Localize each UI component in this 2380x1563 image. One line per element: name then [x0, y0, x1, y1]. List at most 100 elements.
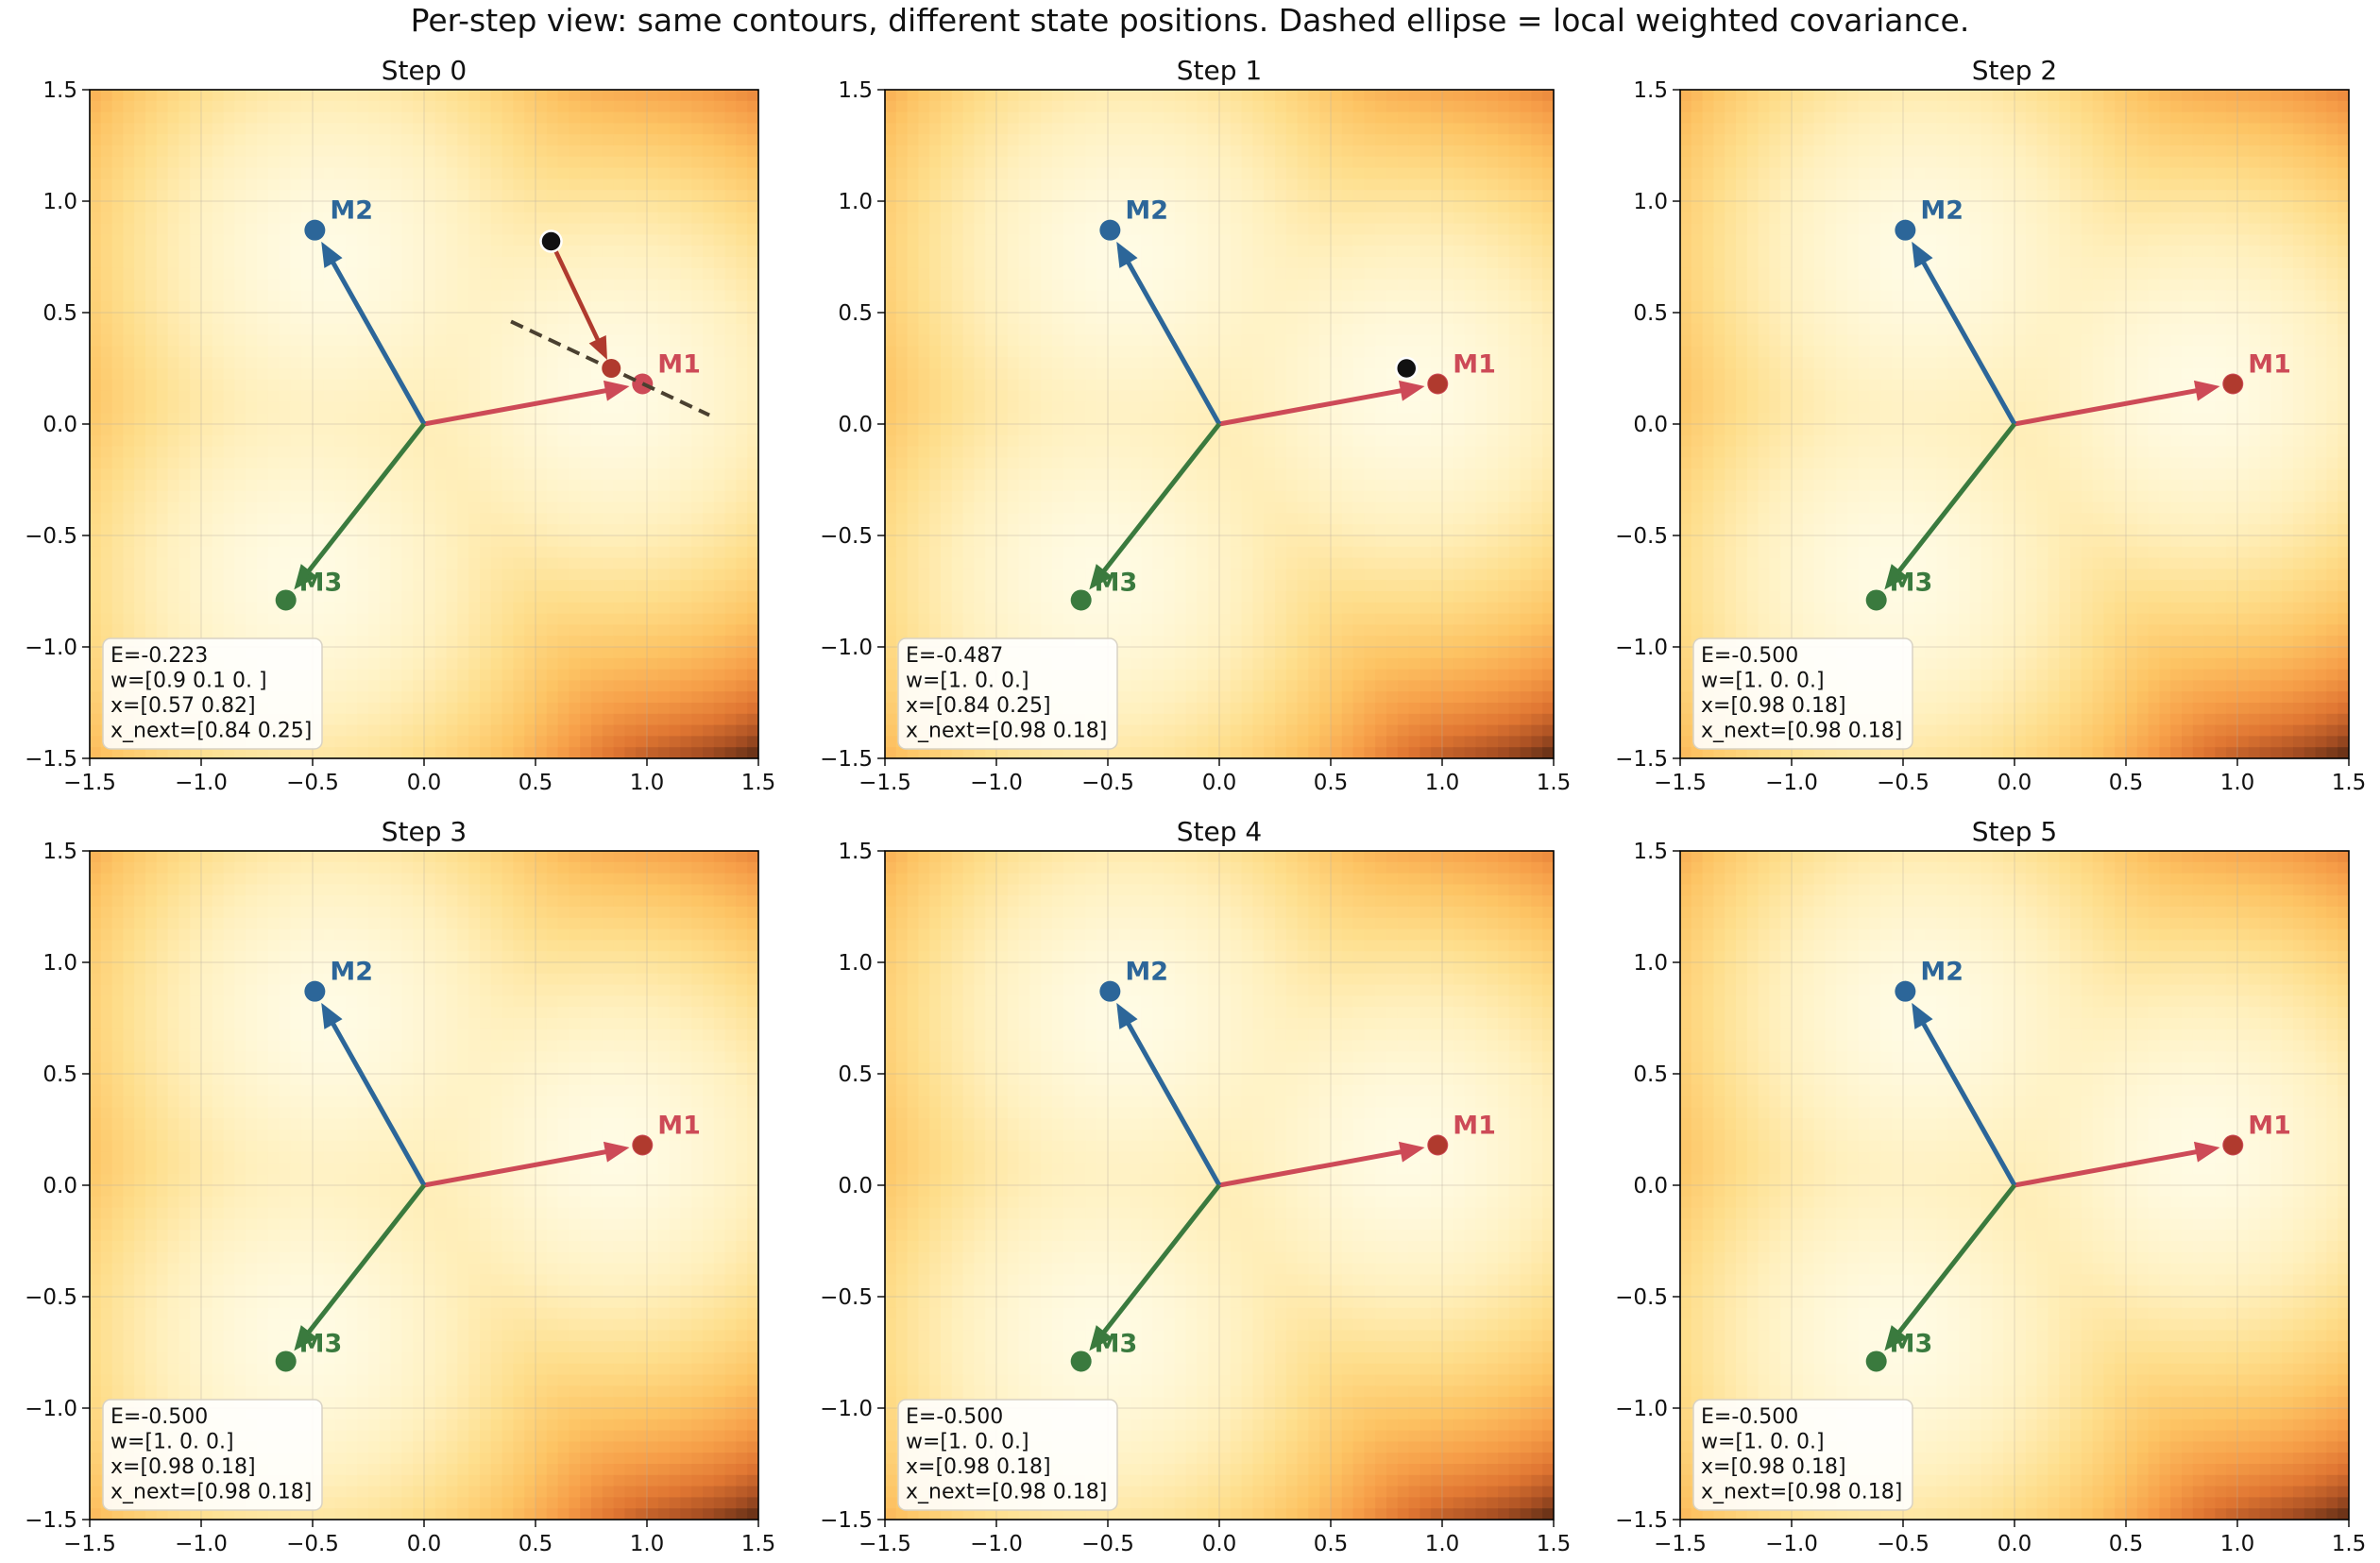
- contour-cell: [290, 524, 302, 536]
- contour-cell: [1275, 246, 1287, 258]
- contour-cell: [613, 636, 625, 648]
- contour-cell: [669, 334, 681, 347]
- contour-cell: [267, 413, 280, 425]
- contour-cell: [1096, 246, 1109, 258]
- contour-cell: [279, 178, 291, 191]
- contour-cell: [90, 557, 102, 569]
- contour-cell: [1118, 234, 1131, 246]
- contour-cell: [536, 257, 548, 269]
- contour-cell: [1397, 134, 1410, 146]
- contour-cell: [713, 501, 726, 514]
- contour-cell: [1275, 279, 1287, 291]
- contour-cell: [123, 390, 135, 402]
- contour-cell: [413, 580, 425, 592]
- contour-cell: [1442, 212, 1454, 225]
- contour-cell: [468, 657, 481, 671]
- contour-cell: [647, 413, 659, 425]
- contour-cell: [747, 390, 758, 402]
- contour-cell: [490, 546, 503, 559]
- contour-cell: [1542, 257, 1554, 269]
- contour-cell: [557, 246, 570, 258]
- contour-cell: [167, 323, 179, 336]
- contour-cell: [1475, 223, 1488, 235]
- contour-cell: [1352, 190, 1365, 202]
- contour-cell: [1241, 145, 1253, 158]
- contour-cell: [111, 100, 124, 113]
- contour-cell: [413, 90, 425, 102]
- contour-cell: [1341, 267, 1354, 280]
- contour-cell: [379, 413, 392, 425]
- contour-cell: [1164, 145, 1176, 158]
- contour-cell: [267, 145, 280, 158]
- contour-cell: [1230, 145, 1243, 158]
- contour-cell: [1341, 90, 1354, 102]
- contour-cell: [941, 223, 953, 235]
- contour-cell: [1442, 246, 1454, 258]
- contour-cell: [1018, 100, 1030, 113]
- contour-cell: [301, 434, 314, 448]
- contour-cell: [368, 691, 381, 704]
- contour-cell: [1141, 178, 1153, 191]
- contour-cell: [557, 602, 570, 615]
- contour-cell: [313, 747, 325, 758]
- contour-cell: [691, 724, 704, 737]
- contour-cell: [929, 313, 942, 325]
- contour-cell: [434, 223, 448, 235]
- contour-cell: [1308, 90, 1320, 102]
- contour-cell: [90, 703, 102, 715]
- contour-cell: [591, 234, 604, 246]
- contour-cell: [669, 691, 681, 704]
- contour-cell: [691, 636, 704, 648]
- contour-cell: [1453, 178, 1466, 191]
- contour-cell: [996, 90, 1009, 102]
- contour-cell: [223, 624, 235, 637]
- contour-cell: [1520, 134, 1532, 146]
- contour-cell: [1018, 90, 1030, 102]
- contour-cell: [747, 501, 758, 514]
- contour-cell: [747, 334, 758, 347]
- contour-cell: [513, 246, 525, 258]
- contour-cell: [680, 167, 692, 179]
- contour-cell: [457, 390, 469, 402]
- contour-cell: [647, 424, 659, 436]
- contour-cell: [1141, 212, 1153, 225]
- contour-cell: [334, 334, 347, 347]
- contour-cell: [747, 123, 758, 135]
- contour-cell: [413, 591, 425, 603]
- contour-cell: [334, 580, 347, 592]
- contour-cell: [1487, 111, 1499, 124]
- contour-cell: [234, 446, 246, 458]
- contour-cell: [951, 246, 964, 258]
- contour-cell: [1386, 279, 1399, 291]
- contour-cell: [167, 747, 179, 758]
- contour-cell: [1185, 234, 1198, 246]
- contour-cell: [290, 613, 302, 625]
- contour-cell: [636, 246, 648, 258]
- contour-cell: [513, 680, 525, 692]
- contour-cell: [1130, 301, 1142, 314]
- contour-cell: [290, 279, 302, 291]
- contour-cell: [190, 580, 202, 592]
- contour-cell: [546, 624, 559, 637]
- contour-cell: [145, 234, 158, 246]
- contour-cell: [490, 703, 503, 715]
- contour-cell: [1386, 301, 1399, 314]
- contour-cell: [1118, 156, 1131, 169]
- contour-cell: [524, 535, 536, 548]
- contour-cell: [1007, 145, 1020, 158]
- contour-cell: [524, 223, 536, 235]
- contour-cell: [279, 100, 291, 113]
- contour-cell: [536, 480, 548, 492]
- contour-cell: [1152, 234, 1164, 246]
- contour-cell: [123, 156, 135, 169]
- contour-cell: [1341, 134, 1354, 146]
- contour-cell: [313, 357, 325, 369]
- contour-cell: [602, 624, 615, 637]
- contour-cell: [557, 434, 570, 448]
- contour-cell: [1508, 201, 1522, 213]
- contour-cell: [323, 279, 336, 291]
- contour-cell: [145, 201, 158, 213]
- contour-cell: [724, 401, 737, 414]
- contour-cell: [190, 190, 202, 202]
- contour-cell: [636, 736, 648, 748]
